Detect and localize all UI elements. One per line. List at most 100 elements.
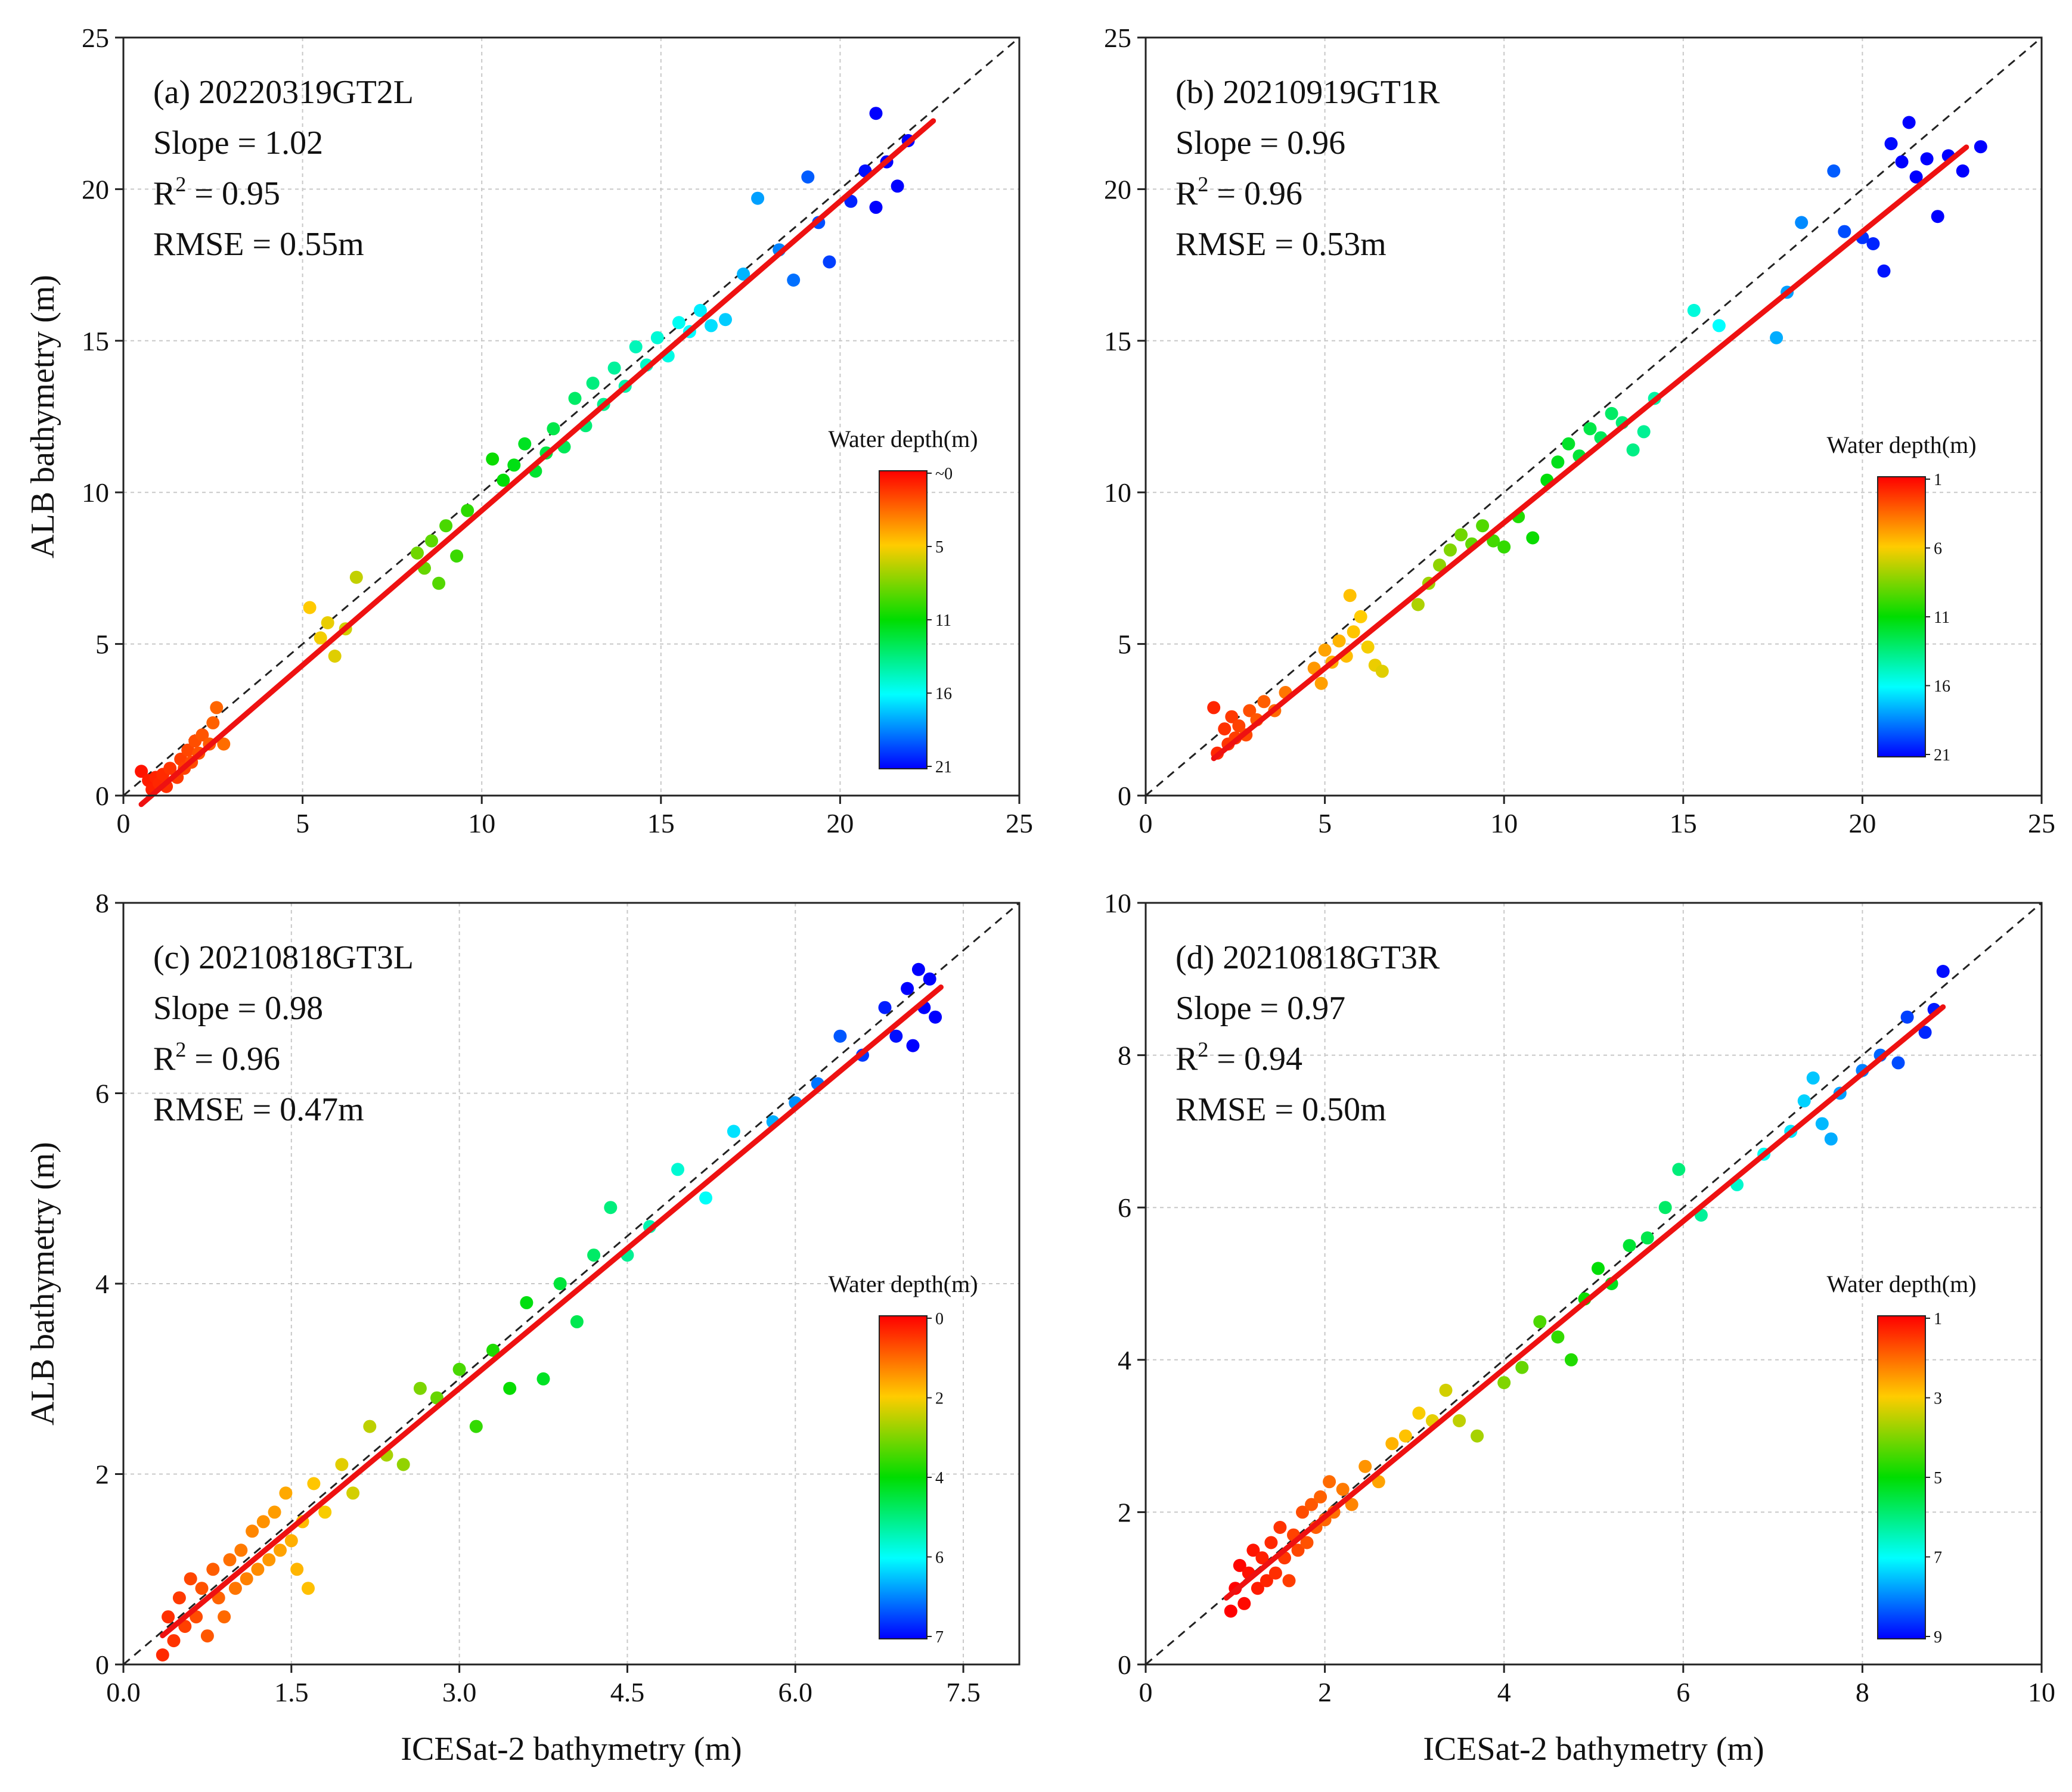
data-point xyxy=(256,1515,270,1529)
x-tick-label: 25 xyxy=(1006,808,1033,838)
data-point xyxy=(1224,1604,1237,1618)
colorbar-title: Water depth(m) xyxy=(828,1271,978,1297)
colorbar-tick-label: 7 xyxy=(935,1628,944,1647)
data-point xyxy=(1264,1536,1278,1549)
slope-text: Slope = 0.96 xyxy=(1175,125,1345,162)
data-point xyxy=(1658,1201,1672,1215)
data-point xyxy=(1672,1163,1686,1176)
data-point xyxy=(586,377,600,390)
x-tick-label: 0 xyxy=(117,808,131,838)
y-tick-label: 0 xyxy=(95,781,109,811)
data-point xyxy=(1895,155,1909,169)
data-point xyxy=(349,570,363,584)
data-point xyxy=(901,982,914,995)
data-point xyxy=(223,1553,237,1567)
one-to-one-line xyxy=(1145,902,2042,1666)
data-point xyxy=(1454,528,1468,542)
colorbar-tick-label: 5 xyxy=(1934,1469,1942,1487)
data-point xyxy=(303,601,317,614)
x-axis-title: ICESat-2 bathymetry (m) xyxy=(1423,1731,1764,1768)
data-point xyxy=(1412,1406,1426,1420)
data-point xyxy=(719,313,732,327)
x-axis-title: ICESat-2 bathymetry (m) xyxy=(401,1731,742,1768)
data-point xyxy=(1806,1071,1820,1085)
colorbar-title: Water depth(m) xyxy=(1826,431,1976,458)
colorbar-tick-label: 21 xyxy=(935,758,952,777)
colorbar-tick-label: 1 xyxy=(1934,1310,1942,1328)
data-point xyxy=(274,1543,287,1557)
data-point xyxy=(1233,1558,1246,1572)
data-point xyxy=(1411,598,1425,611)
data-point xyxy=(181,743,195,757)
data-point xyxy=(486,1343,500,1357)
colorbar-tick-label: 5 xyxy=(935,538,944,557)
data-point xyxy=(699,1191,712,1205)
data-point xyxy=(1273,1521,1287,1534)
data-point xyxy=(184,1572,197,1586)
data-point xyxy=(705,319,718,333)
data-point xyxy=(469,1420,483,1433)
data-point xyxy=(929,1010,942,1024)
data-point xyxy=(1824,1132,1838,1146)
data-point xyxy=(1902,116,1916,129)
data-point xyxy=(497,473,510,487)
data-point xyxy=(452,1362,466,1376)
data-point xyxy=(823,255,836,269)
data-point xyxy=(1347,625,1360,639)
data-point xyxy=(217,737,231,751)
data-point xyxy=(906,1039,920,1052)
x-tick-label: 6 xyxy=(1676,1677,1690,1707)
data-point xyxy=(196,728,209,742)
data-point xyxy=(507,458,521,472)
data-point xyxy=(1515,1361,1529,1374)
data-point xyxy=(1797,1094,1811,1108)
data-point xyxy=(246,1524,259,1538)
x-tick-label: 15 xyxy=(647,808,675,838)
data-point xyxy=(1827,164,1841,178)
data-point xyxy=(1255,1551,1269,1565)
data-point xyxy=(869,200,883,214)
data-point xyxy=(279,1486,293,1500)
data-point xyxy=(411,546,424,560)
data-point xyxy=(135,765,148,778)
data-point xyxy=(869,107,883,120)
data-point xyxy=(335,1458,349,1471)
x-tick-label: 10 xyxy=(1490,808,1518,838)
y-tick-label: 5 xyxy=(1118,629,1131,660)
data-point xyxy=(1207,701,1221,715)
data-point xyxy=(891,179,904,193)
data-point xyxy=(156,1648,169,1661)
colorbar xyxy=(1877,476,1926,757)
data-point xyxy=(1974,140,1987,154)
data-point xyxy=(1354,610,1367,623)
x-tick-label: 25 xyxy=(2028,808,2055,838)
data-point xyxy=(262,1553,276,1567)
data-point xyxy=(520,1296,533,1309)
rmse-text: RMSE = 0.55m xyxy=(153,226,364,263)
x-tick-label: 7.5 xyxy=(946,1677,981,1707)
data-point xyxy=(1497,1376,1511,1390)
data-point xyxy=(650,331,664,344)
data-point xyxy=(1497,540,1511,554)
colorbar xyxy=(879,470,928,769)
x-tick-label: 0 xyxy=(1139,808,1153,838)
data-point xyxy=(1243,704,1257,718)
y-tick-label: 5 xyxy=(95,629,109,660)
x-tick-label: 8 xyxy=(1856,1677,1869,1707)
data-point xyxy=(833,1029,847,1043)
colorbar-tick-label: 6 xyxy=(935,1549,944,1567)
data-point xyxy=(321,616,334,629)
data-point xyxy=(1314,676,1328,690)
data-point xyxy=(1251,1582,1264,1595)
data-point xyxy=(346,1486,360,1500)
data-point xyxy=(1375,664,1389,678)
r2-text: R2 = 0.94 xyxy=(1175,1038,1302,1077)
data-point xyxy=(200,1629,214,1643)
x-tick-label: 20 xyxy=(1848,808,1876,838)
plot-frame xyxy=(122,36,1021,797)
data-point xyxy=(1343,589,1357,602)
x-tick-label: 6.0 xyxy=(778,1677,813,1707)
data-point xyxy=(737,267,750,281)
y-tick-label: 0 xyxy=(1118,1650,1131,1680)
